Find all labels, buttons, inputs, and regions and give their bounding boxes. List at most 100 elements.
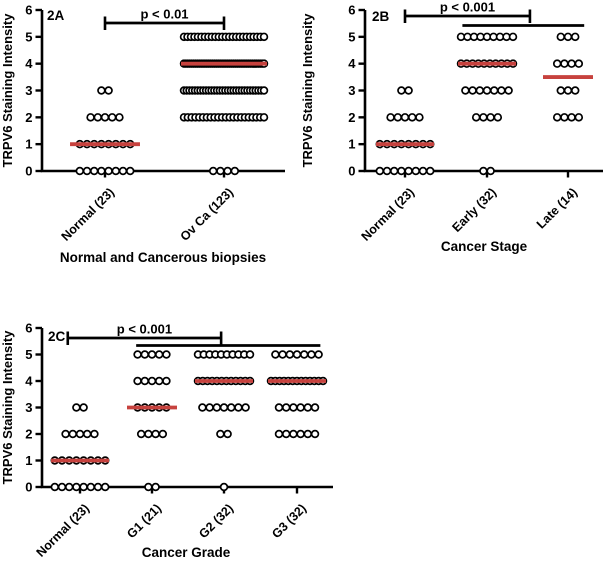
data-point [404,86,413,95]
y-tick-label: 2 [348,110,355,125]
y-axis-title: TRPV6 Staining Intensity [0,330,15,485]
data-point [292,350,302,359]
x-group-label: Normal (23) [59,185,118,244]
data-point [274,403,284,412]
x-group-label: G2 (32) [196,501,236,541]
data-point [68,429,78,439]
data-point [418,166,428,176]
data-point [274,429,284,439]
y-tick-label: 5 [25,29,32,44]
x-group-label: Normal (23) [359,185,418,244]
data-point [75,166,85,176]
data-point [259,86,269,95]
data-point [289,429,298,439]
data-point [504,86,513,95]
panel-2a-chart: 0 1 2 3 4 5 6 p < 0.01 Normal (23) Ov Ca (123) TRP… [0,3,285,265]
data-point [144,429,153,439]
data-point [72,403,81,412]
data-point [140,376,150,386]
data-point [57,482,67,492]
x-axis-title: Normal and Cancerous biopsies [60,250,266,265]
data-point [296,429,305,439]
group-points [375,86,435,176]
data-point [245,350,255,359]
data-point [296,403,305,412]
data-point [133,376,142,386]
panel-label: 2C [48,329,66,344]
significance-label: p < 0.01 [140,7,188,22]
data-point [234,403,243,412]
data-point [162,350,171,359]
data-point [198,403,207,412]
data-point [158,429,168,439]
y-axis-title: TRPV6 Staining Intensity [0,13,15,168]
group-points [50,403,110,492]
y-tick-label: 6 [25,3,32,18]
significance-label: p < 0.001 [117,322,172,337]
data-point [118,166,128,176]
data-point [563,86,573,95]
data-point [104,86,113,95]
y-tick-label: 5 [25,347,32,362]
data-point [111,166,121,176]
data-point [570,86,580,95]
data-point [241,403,250,412]
y-tick-label: 1 [25,453,32,468]
data-point [93,113,103,122]
y-tick-label: 4 [25,56,33,71]
x-group-label: G1 (21) [124,501,164,541]
data-point [278,350,287,359]
data-point [563,32,573,42]
group-points [552,32,584,122]
data-point [82,429,92,439]
group-points [133,350,171,492]
group-points [179,32,269,176]
y-tick-label: 4 [348,56,356,71]
data-point [303,429,313,439]
data-point [147,376,157,386]
data-point [560,59,569,68]
data-point [310,429,320,439]
x-axis-title: Cancer Stage [441,239,528,254]
y-tick-label: 0 [25,164,32,179]
data-point [89,166,99,176]
data-point [400,113,410,122]
data-point [107,113,117,122]
data-point [570,32,580,42]
data-point [560,113,569,122]
data-point [552,59,562,68]
data-point [104,166,113,176]
data-point [271,350,280,359]
x-axis-title: Cancer Grade [142,545,231,560]
data-point [97,86,106,95]
data-point [567,113,576,122]
data-point [574,59,584,68]
data-point [140,350,150,359]
data-point [314,350,323,359]
data-point [208,166,218,176]
data-point [303,403,313,412]
data-point [489,86,499,95]
data-point [212,403,222,412]
data-point [397,86,406,95]
data-point [86,482,96,492]
y-tick-label: 1 [348,137,355,152]
data-point [147,350,157,359]
y-tick-label: 3 [25,83,32,98]
y-tick-label: 6 [348,3,355,18]
data-point [479,113,488,122]
data-point [79,403,88,412]
data-point [486,113,495,122]
data-point [219,403,229,412]
data-point [115,113,124,122]
data-point [61,429,70,439]
panel-2c-chart: 0 1 2 3 4 5 6 p < 0.001 Normal (23) G1 (21) G2 (32… [0,321,333,560]
data-point [386,113,395,122]
y-tick-label: 3 [348,83,355,98]
data-point [226,403,236,412]
data-point [86,113,95,122]
data-point [223,166,232,176]
data-point [125,166,135,176]
data-point [285,350,295,359]
y-tick-label: 0 [348,164,355,179]
